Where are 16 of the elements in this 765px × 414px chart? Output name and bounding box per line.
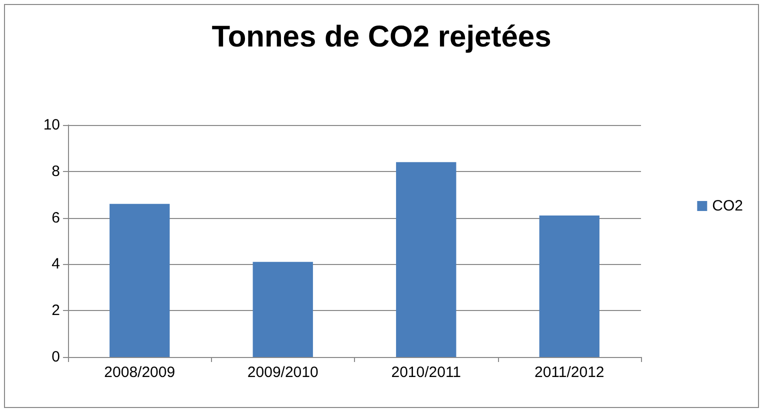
x-tick-label: 2009/2010 xyxy=(247,364,318,381)
bar xyxy=(252,262,313,357)
bar xyxy=(539,215,600,357)
bar xyxy=(110,204,170,357)
x-tick-label: 2008/2009 xyxy=(104,364,176,381)
y-tick-label: 10 xyxy=(43,116,60,134)
bar xyxy=(396,162,456,357)
y-tick-label: 6 xyxy=(52,209,60,226)
y-tick-label: 4 xyxy=(52,256,60,273)
legend-label: CO2 xyxy=(712,198,743,214)
chart-title: Tonnes de CO2 rejetées xyxy=(212,20,552,54)
y-tick-label: 2 xyxy=(52,302,60,320)
y-tick-label: 0 xyxy=(52,348,60,366)
x-tick-label: 2010/2011 xyxy=(391,364,462,381)
y-tick-label: 8 xyxy=(52,162,60,180)
x-tick-label: 2011/2012 xyxy=(534,364,604,381)
